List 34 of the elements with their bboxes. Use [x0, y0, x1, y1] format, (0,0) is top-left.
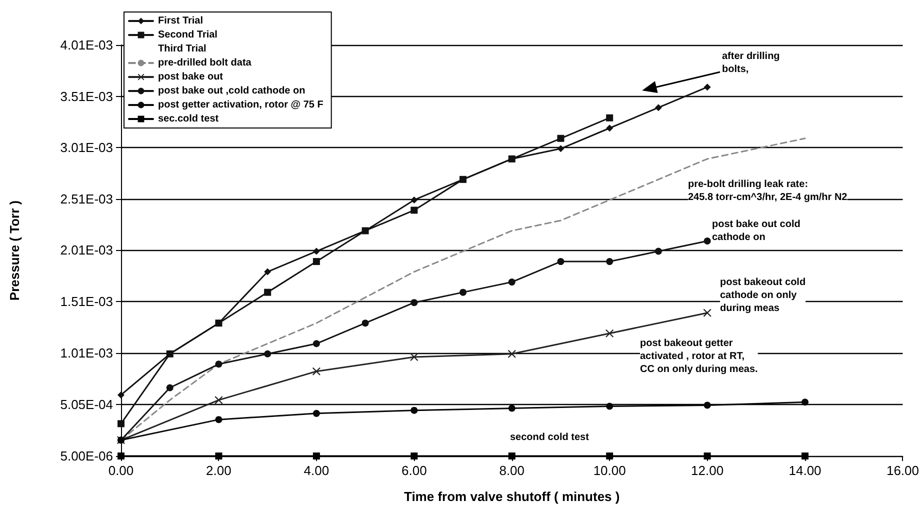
x-tick-label: 2.00 — [206, 463, 232, 478]
y-tick-label: 1.01E-03 — [60, 345, 113, 360]
legend-label: First Trial — [158, 16, 204, 26]
annotation: post bakeout cold cathode on only during meas — [720, 277, 806, 314]
x-tick-label: 0.00 — [108, 463, 134, 478]
legend-label: sec.cold test — [158, 114, 220, 124]
legend-label: pre-drilled bolt data — [158, 58, 252, 68]
y-tick-label: 2.51E-03 — [60, 191, 113, 206]
annotation: second cold test — [510, 432, 590, 443]
annotation: pre-bolt drilling leak rate: 245.8 torr-cm^3/hr, 2E-4 gm/hr N2 — [688, 179, 848, 203]
x-tick-label: 16.00 — [886, 463, 920, 478]
legend-label: post getter activation, rotor @ 75 F — [158, 100, 324, 110]
y-tick-label: 2.01E-03 — [60, 242, 113, 258]
legend-label: Second Trial — [158, 30, 218, 40]
x-tick-label: 8.00 — [499, 463, 525, 478]
legend-label: post bake out ,cold cathode on — [158, 86, 306, 96]
y-axis-title: Pressure ( Torr ) — [7, 200, 22, 301]
x-tick-label: 6.00 — [401, 463, 427, 478]
x-tick-label: 10.00 — [593, 463, 626, 478]
annotation: post bakeout getter activated , rotor at RT, CC on only during meas. — [640, 338, 758, 375]
y-tick-label: 1.51E-03 — [60, 294, 113, 310]
y-tick-label: 5.00E-06 — [60, 448, 113, 464]
x-tick-label: 4.00 — [304, 463, 330, 478]
x-axis-title: Time from valve shutoff ( minutes ) — [404, 489, 620, 504]
y-tick-label: 4.01E-03 — [60, 38, 113, 52]
y-tick-label: 3.51E-03 — [60, 88, 113, 104]
annotation: after drilling bolts, — [722, 51, 780, 75]
text: Third Trial — [158, 44, 207, 54]
y-tick-label: 3.01E-03 — [60, 140, 113, 156]
annotation: post bake out cold cathode on — [712, 219, 800, 243]
x-tick-label: 12.00 — [691, 463, 724, 478]
x-tick-label: 14.00 — [788, 463, 822, 478]
y-tick-label: 5.05E-04 — [60, 397, 113, 412]
legend-label: post bake out — [158, 72, 224, 82]
